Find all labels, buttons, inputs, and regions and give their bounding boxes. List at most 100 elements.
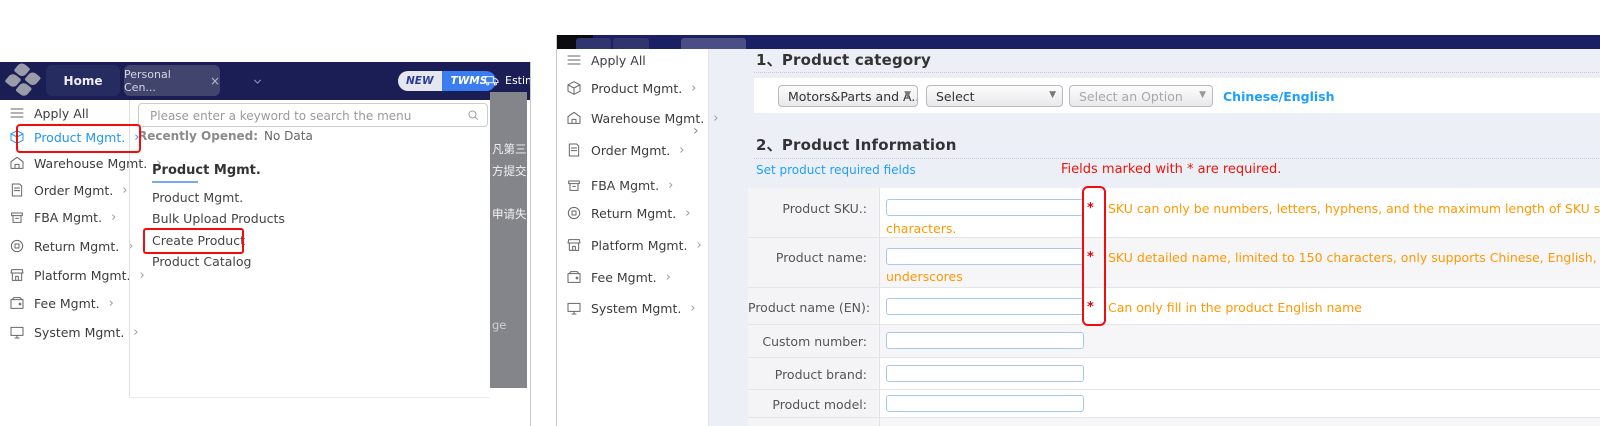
dotted-divider <box>754 72 1600 73</box>
menu-search-box <box>138 103 488 127</box>
warehouse-icon <box>9 155 25 171</box>
product-name-en-input[interactable] <box>886 298 1084 315</box>
panel-section-title: Product Mgmt. <box>152 163 261 178</box>
sidebar-item-warehouse-mgmt[interactable]: Warehouse Mgmt. <box>0 152 147 174</box>
chinese-english-link[interactable]: Chinese/English <box>1223 89 1335 104</box>
return-icon <box>9 238 25 254</box>
chevron-right-icon <box>679 142 684 158</box>
custom-number-input[interactable] <box>886 332 1084 349</box>
product-model-input[interactable] <box>886 395 1084 412</box>
sidebar-item-warehouse-mgmt[interactable]: Warehouse Mgmt. <box>557 107 704 129</box>
label-cell <box>748 325 880 357</box>
category-select-level1[interactable]: Motors&Parts and A... ▼ <box>778 85 918 107</box>
overlay-text-fragment: 凡第三 <box>492 142 527 156</box>
sidebar-collapse-chevron[interactable]: › <box>693 123 699 139</box>
caret-down-icon: ▼ <box>1049 90 1056 100</box>
category-select-level3[interactable]: Select an Option ▼ <box>1069 85 1213 107</box>
panel-bottom-border <box>129 397 490 398</box>
sidebar-item-fba-mgmt[interactable]: FBA Mgmt. <box>0 206 139 228</box>
sidebar-item-product-mgmt[interactable]: Product Mgmt. <box>557 77 696 99</box>
header-tab-remnant[interactable] <box>681 38 746 49</box>
menu-item-create-product[interactable]: Create Product <box>152 233 245 248</box>
truck-icon <box>484 72 500 88</box>
right-header-strip <box>557 35 1600 49</box>
product-brand-input[interactable] <box>886 365 1084 382</box>
chevron-right-icon <box>713 110 718 126</box>
chevron-right-icon <box>668 177 673 193</box>
header-tab-remnant[interactable] <box>576 38 611 49</box>
header-tab-remnant[interactable] <box>613 38 649 49</box>
sidebar-item-product-mgmt[interactable]: Product Mgmt. <box>0 126 139 148</box>
sidebar-item-fee-mgmt[interactable]: Fee Mgmt. <box>557 266 696 288</box>
field-label: Product name (EN): <box>748 300 871 315</box>
sidebar-item-label: Fee Mgmt. <box>34 295 100 311</box>
tab-home[interactable]: Home <box>46 65 120 96</box>
table-row: Product name (EN): * Can only fill in th… <box>748 288 1600 325</box>
product-sku-input[interactable] <box>886 199 1084 216</box>
sidebar-apply-all[interactable]: Apply All <box>0 102 139 124</box>
chevron-down-icon[interactable] <box>251 75 264 88</box>
product-name-input[interactable] <box>886 248 1084 265</box>
required-fields-note: Fields marked with * are required. <box>1061 162 1282 177</box>
sidebar-item-label: Order Mgmt. <box>591 142 671 158</box>
sidebar-item-order-mgmt[interactable]: Order Mgmt. <box>0 179 139 201</box>
tab-home-label: Home <box>63 73 103 88</box>
required-asterisk: * <box>1087 250 1094 265</box>
sidebar-item-return-mgmt[interactable]: Return Mgmt. <box>0 235 139 257</box>
label-cell <box>748 418 880 426</box>
required-asterisk: * <box>1087 300 1094 315</box>
field-help-text: underscores <box>886 269 963 284</box>
chevron-right-icon <box>109 295 114 311</box>
estimate-button[interactable]: Estima <box>484 72 530 88</box>
chevron-right-icon <box>122 182 127 198</box>
right-sidebar <box>557 49 709 426</box>
table-row: Custom number: <box>748 325 1600 358</box>
field-label: Product SKU.: <box>782 201 867 216</box>
field-label: Product name: <box>775 250 867 265</box>
dotted-divider <box>754 158 1600 159</box>
search-input[interactable] <box>148 105 462 127</box>
menu-item-product-mgmt[interactable]: Product Mgmt. <box>152 190 244 205</box>
chevron-right-icon <box>139 267 144 283</box>
set-required-fields-link[interactable]: Set product required fields <box>756 163 916 177</box>
storefront-icon <box>9 267 25 283</box>
dimmed-overlay: 凡第三 方提交 申请失 ge <box>490 92 527 388</box>
sidebar-item-system-mgmt[interactable]: System Mgmt. <box>0 321 139 343</box>
menu-item-bulk-upload-products[interactable]: Bulk Upload Products <box>152 211 285 226</box>
sidebar-apply-all[interactable]: Apply All <box>557 49 696 71</box>
sidebar-item-system-mgmt[interactable]: System Mgmt. <box>557 297 696 319</box>
sidebar-item-platform-mgmt[interactable]: Platform Mgmt. <box>0 264 139 286</box>
sidebar-item-return-mgmt[interactable]: Return Mgmt. <box>557 202 696 224</box>
document-icon <box>566 142 582 158</box>
apply-all-label: Apply All <box>34 105 89 121</box>
category-select-level2[interactable]: Select ▼ <box>926 85 1063 107</box>
search-icon[interactable] <box>466 108 480 122</box>
document-icon <box>9 182 25 198</box>
select-placeholder: Select an Option <box>1079 88 1183 104</box>
label-cell <box>748 188 880 237</box>
sidebar-item-fba-mgmt[interactable]: FBA Mgmt. <box>557 174 696 196</box>
tab-personal-center[interactable]: Personal Cen... × <box>124 65 220 96</box>
sidebar-item-platform-mgmt[interactable]: Platform Mgmt. <box>557 234 696 256</box>
sidebar-item-order-mgmt[interactable]: Order Mgmt. <box>557 139 696 161</box>
sidebar-item-fee-mgmt[interactable]: Fee Mgmt. <box>0 292 139 314</box>
estimate-label: Estima <box>505 73 530 87</box>
panel-divider <box>129 100 130 397</box>
monitor-icon <box>566 300 582 316</box>
close-icon[interactable]: × <box>209 73 220 88</box>
field-help-text: Can only fill in the product English nam… <box>1108 300 1362 315</box>
menu-item-product-catalog[interactable]: Product Catalog <box>152 254 252 269</box>
field-label: Product model: <box>772 397 867 412</box>
left-screenshot: Home Personal Cen... × NEW TWMS Estima A… <box>0 62 531 426</box>
chevron-right-icon <box>685 205 690 221</box>
table-row: Product SKU.: * SKU can only be numbers,… <box>748 188 1600 238</box>
new-twms-toggle[interactable]: NEW TWMS <box>398 71 497 91</box>
right-screenshot: Apply All Product Mgmt. Warehouse Mgmt. … <box>556 35 1600 426</box>
caret-down-icon: ▼ <box>1199 90 1206 100</box>
app-logo-icon <box>3 62 42 101</box>
sidebar-item-label: Warehouse Mgmt. <box>34 155 148 171</box>
overlay-text-fragment: 申请失 <box>492 207 527 221</box>
recently-opened-value: No Data <box>264 129 313 143</box>
field-label: Product brand: <box>774 367 867 382</box>
wallet-icon <box>566 269 582 285</box>
